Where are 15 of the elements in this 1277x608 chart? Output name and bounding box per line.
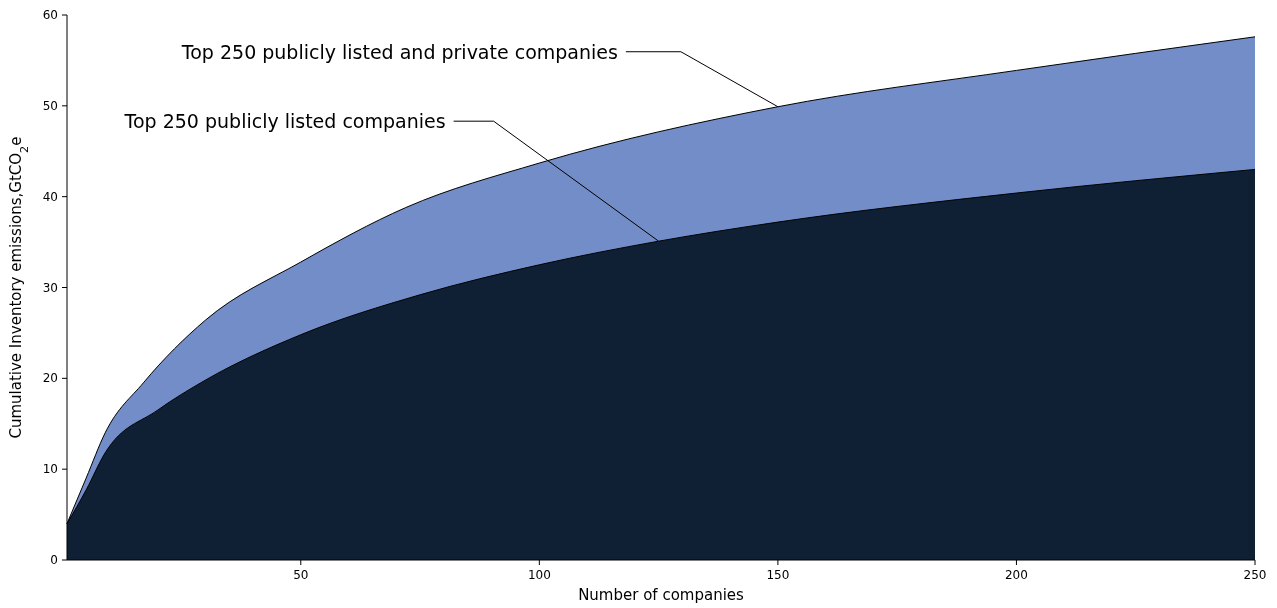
y-tick-label: 10 (42, 462, 58, 477)
x-tick-label: 200 (1004, 568, 1028, 582)
x-tick-label: 150 (766, 568, 790, 582)
y-tick-label: 60 (42, 8, 58, 22)
annotation: Top 250 publicly listed and private companies (180, 40, 618, 63)
x-tick-label: 250 (1243, 568, 1267, 582)
x-tick-label: 50 (293, 568, 309, 582)
y-tick-label: 0 (50, 553, 58, 567)
y-tick-label: 50 (42, 98, 58, 113)
x-tick-label: 100 (527, 568, 551, 582)
annotation: Top 250 publicly listed companies (123, 110, 446, 133)
y-tick-label: 30 (42, 280, 58, 295)
y-tick-label: 40 (42, 189, 58, 204)
x-axis-title: Number of companies (578, 586, 745, 604)
y-tick-label: 20 (42, 371, 58, 386)
